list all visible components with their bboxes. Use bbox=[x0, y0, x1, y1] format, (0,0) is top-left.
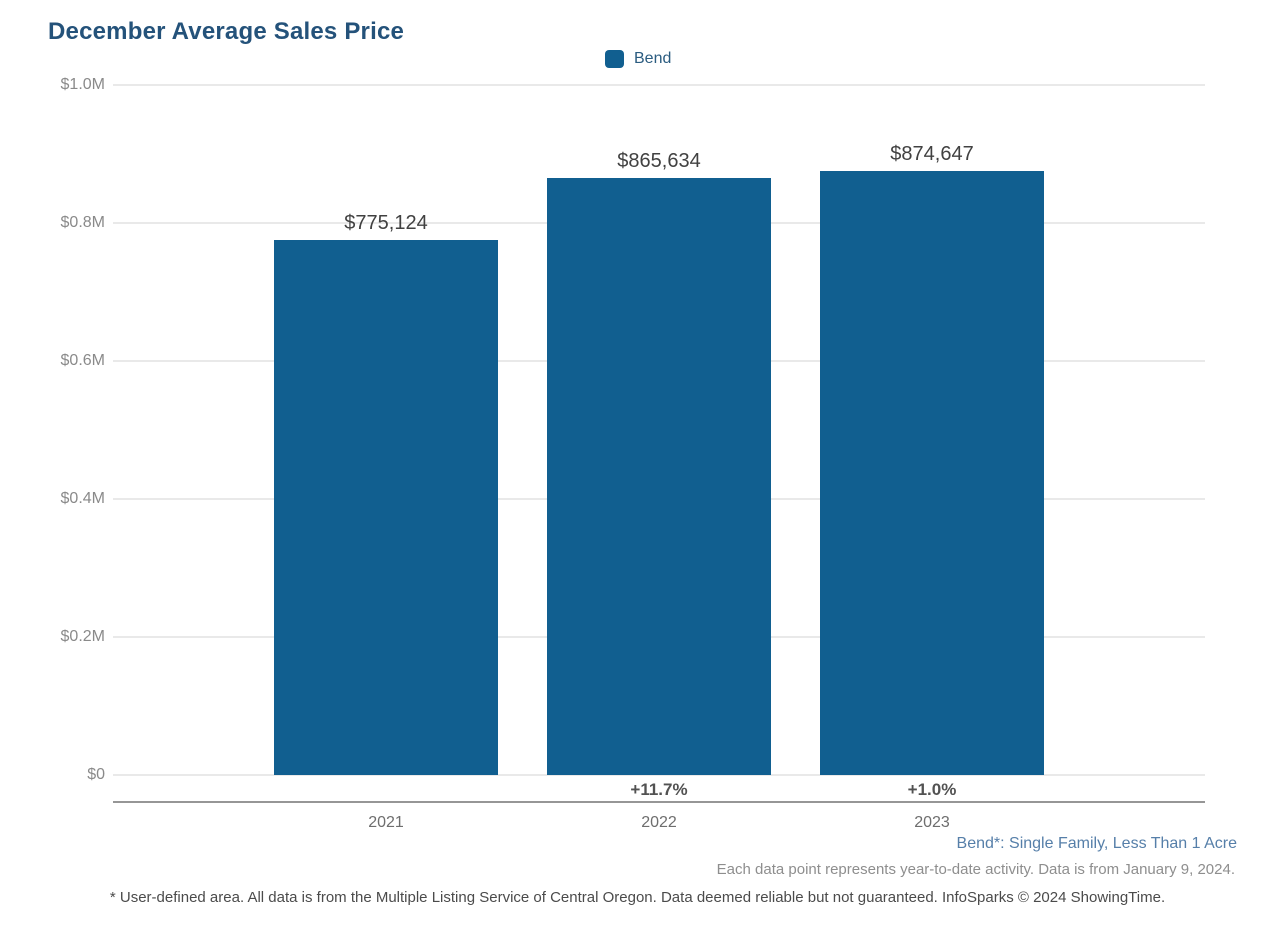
bar-2023[interactable] bbox=[820, 171, 1044, 775]
x-axis-line bbox=[113, 801, 1205, 803]
y-axis: $1.0M $0.8M $0.6M $0.4M $0.2M $0 bbox=[0, 76, 105, 783]
pct-change-2023: +1.0% bbox=[907, 780, 957, 799]
y-tick-label: $0.8M bbox=[60, 214, 105, 231]
footnote-series-definition: Bend*: Single Family, Less Than 1 Acre bbox=[956, 835, 1237, 852]
plot-area: $775,124 $865,634 $874,647 bbox=[113, 84, 1205, 776]
footnote-disclaimer: * User-defined area. All data is from th… bbox=[109, 889, 1166, 906]
bar-value-label-2022: $865,634 bbox=[617, 149, 701, 172]
bar-value-label-2023: $874,647 bbox=[890, 143, 974, 166]
footnote-data-note: Each data point represents year-to-date … bbox=[716, 861, 1235, 878]
y-tick-label: $0 bbox=[87, 766, 105, 783]
x-tick-2021: 2021 bbox=[368, 814, 404, 831]
gridline bbox=[113, 84, 1205, 86]
y-tick-label: $0.4M bbox=[60, 490, 105, 507]
y-tick-label: $0.6M bbox=[60, 352, 105, 369]
bar-2021[interactable] bbox=[274, 240, 498, 775]
chart-title: December Average Sales Price bbox=[48, 18, 405, 45]
legend-swatch-icon bbox=[605, 50, 624, 68]
legend: Bend bbox=[605, 50, 671, 68]
x-tick-2023: 2023 bbox=[914, 814, 950, 831]
x-tick-2022: 2022 bbox=[641, 814, 677, 831]
legend-item-bend[interactable]: Bend bbox=[605, 50, 671, 68]
y-tick-label: $1.0M bbox=[60, 76, 105, 93]
y-tick-label: $0.2M bbox=[60, 628, 105, 645]
pct-change-2022: +11.7% bbox=[630, 780, 688, 799]
legend-label: Bend bbox=[634, 50, 672, 67]
bar-2022[interactable] bbox=[547, 177, 771, 775]
gridline bbox=[113, 774, 1205, 776]
bar-value-label-2021: $775,124 bbox=[344, 212, 428, 235]
